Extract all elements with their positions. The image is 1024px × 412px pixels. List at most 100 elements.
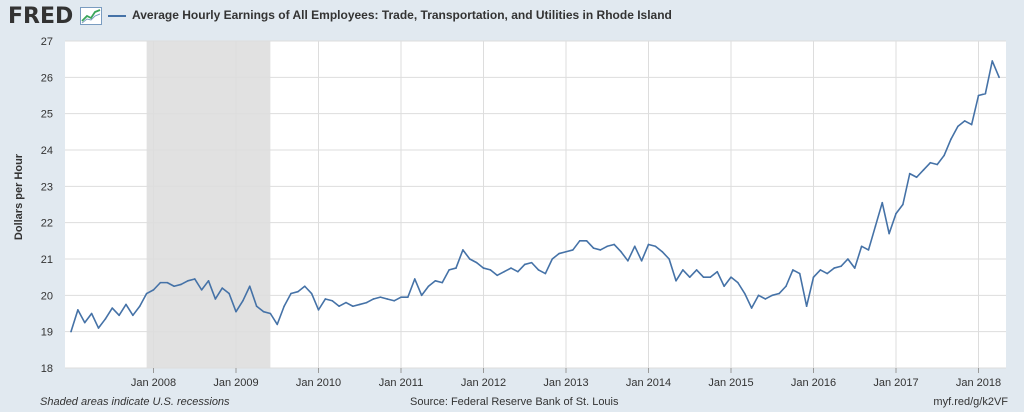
data-point (764, 298, 767, 300)
data-point (462, 249, 464, 251)
data-point (358, 303, 361, 306)
data-point (936, 163, 939, 166)
data-point (255, 305, 258, 308)
data-point (276, 323, 279, 326)
data-point (166, 281, 169, 284)
data-point (716, 270, 719, 273)
data-point (737, 281, 739, 284)
data-point (97, 327, 100, 329)
data-point (400, 296, 402, 298)
y-tick-label: 24 (41, 145, 53, 157)
data-point (840, 265, 842, 268)
data-point (214, 298, 217, 300)
data-point (393, 299, 395, 302)
data-point (132, 314, 134, 317)
y-tick-label: 19 (41, 327, 53, 339)
data-point (578, 240, 581, 242)
data-point (496, 274, 499, 277)
data-point (90, 312, 93, 315)
data-point (551, 258, 554, 260)
data-point (345, 301, 347, 304)
data-point (881, 201, 884, 204)
data-point (640, 260, 643, 262)
data-point (661, 250, 664, 253)
x-tick-label: Jan 2016 (791, 377, 836, 389)
data-point (530, 261, 533, 264)
data-point (187, 280, 189, 282)
data-point (805, 305, 808, 308)
data-point (420, 294, 423, 297)
data-point (606, 245, 609, 248)
data-point (874, 225, 877, 228)
y-tick-labels: 18 19 20 21 22 23 24 25 26 27 (41, 36, 53, 375)
data-point (592, 247, 595, 249)
data-point (613, 243, 615, 246)
data-point (441, 281, 444, 284)
data-point (957, 125, 959, 128)
recession-band (146, 41, 271, 368)
data-point (620, 250, 622, 253)
data-point (145, 292, 148, 295)
data-point (991, 60, 994, 62)
x-tick-label: Jan 2010 (296, 377, 341, 389)
data-points (70, 60, 1000, 333)
data-point (207, 280, 210, 282)
data-point (152, 289, 155, 291)
data-point (709, 276, 712, 278)
data-point (118, 314, 120, 317)
data-point (984, 92, 987, 95)
y-tick-label: 20 (41, 290, 53, 302)
data-point (943, 154, 945, 157)
x-tick-label: Jan 2014 (626, 377, 671, 389)
data-point (908, 172, 911, 175)
source-text: Source: Federal Reserve Bank of St. Loui… (410, 396, 619, 408)
data-point (221, 287, 224, 289)
data-point (675, 280, 677, 282)
data-point (503, 270, 505, 273)
chart-header: FRED Average Hourly Earnings of All Empl… (0, 0, 1024, 36)
data-point (448, 269, 450, 271)
data-point (83, 321, 86, 324)
data-point (702, 276, 705, 278)
data-point (792, 269, 794, 271)
data-point (338, 305, 340, 308)
fred-logo[interactable]: FRED (8, 4, 74, 29)
data-point (104, 318, 107, 320)
data-point (860, 245, 863, 248)
data-point (434, 280, 437, 282)
x-tick-label: Jan 2009 (213, 377, 258, 389)
x-tick-label: Jan 2013 (543, 377, 588, 389)
data-point (558, 252, 560, 255)
recession-layer (146, 41, 271, 368)
data-point (262, 310, 265, 313)
short-link[interactable]: myf.red/g/k2VF (933, 396, 1008, 408)
x-tick-label: Jan 2015 (708, 377, 753, 389)
data-point (915, 176, 918, 179)
x-tick-label: Jan 2012 (461, 377, 506, 389)
data-point (386, 298, 389, 300)
data-point (468, 258, 471, 260)
data-point (489, 269, 492, 271)
line-chart-icon (80, 7, 102, 25)
y-tick-label: 25 (41, 109, 53, 121)
data-point (517, 270, 519, 273)
data-point (565, 250, 567, 253)
data-point (324, 298, 327, 300)
data-point (180, 283, 182, 286)
data-point (950, 138, 952, 140)
data-point (826, 272, 829, 275)
recession-note: Shaded areas indicate U.S. recessions (40, 396, 230, 408)
data-point (303, 285, 306, 288)
data-point (510, 267, 512, 269)
data-point (798, 272, 801, 275)
data-point (647, 243, 650, 246)
data-point (847, 258, 849, 260)
series-line[interactable] (70, 60, 1000, 332)
data-point (599, 249, 602, 251)
data-point (970, 123, 973, 126)
data-point (297, 290, 299, 293)
y-tick-label: 27 (41, 36, 53, 48)
data-point (778, 292, 780, 295)
data-point (757, 294, 760, 297)
